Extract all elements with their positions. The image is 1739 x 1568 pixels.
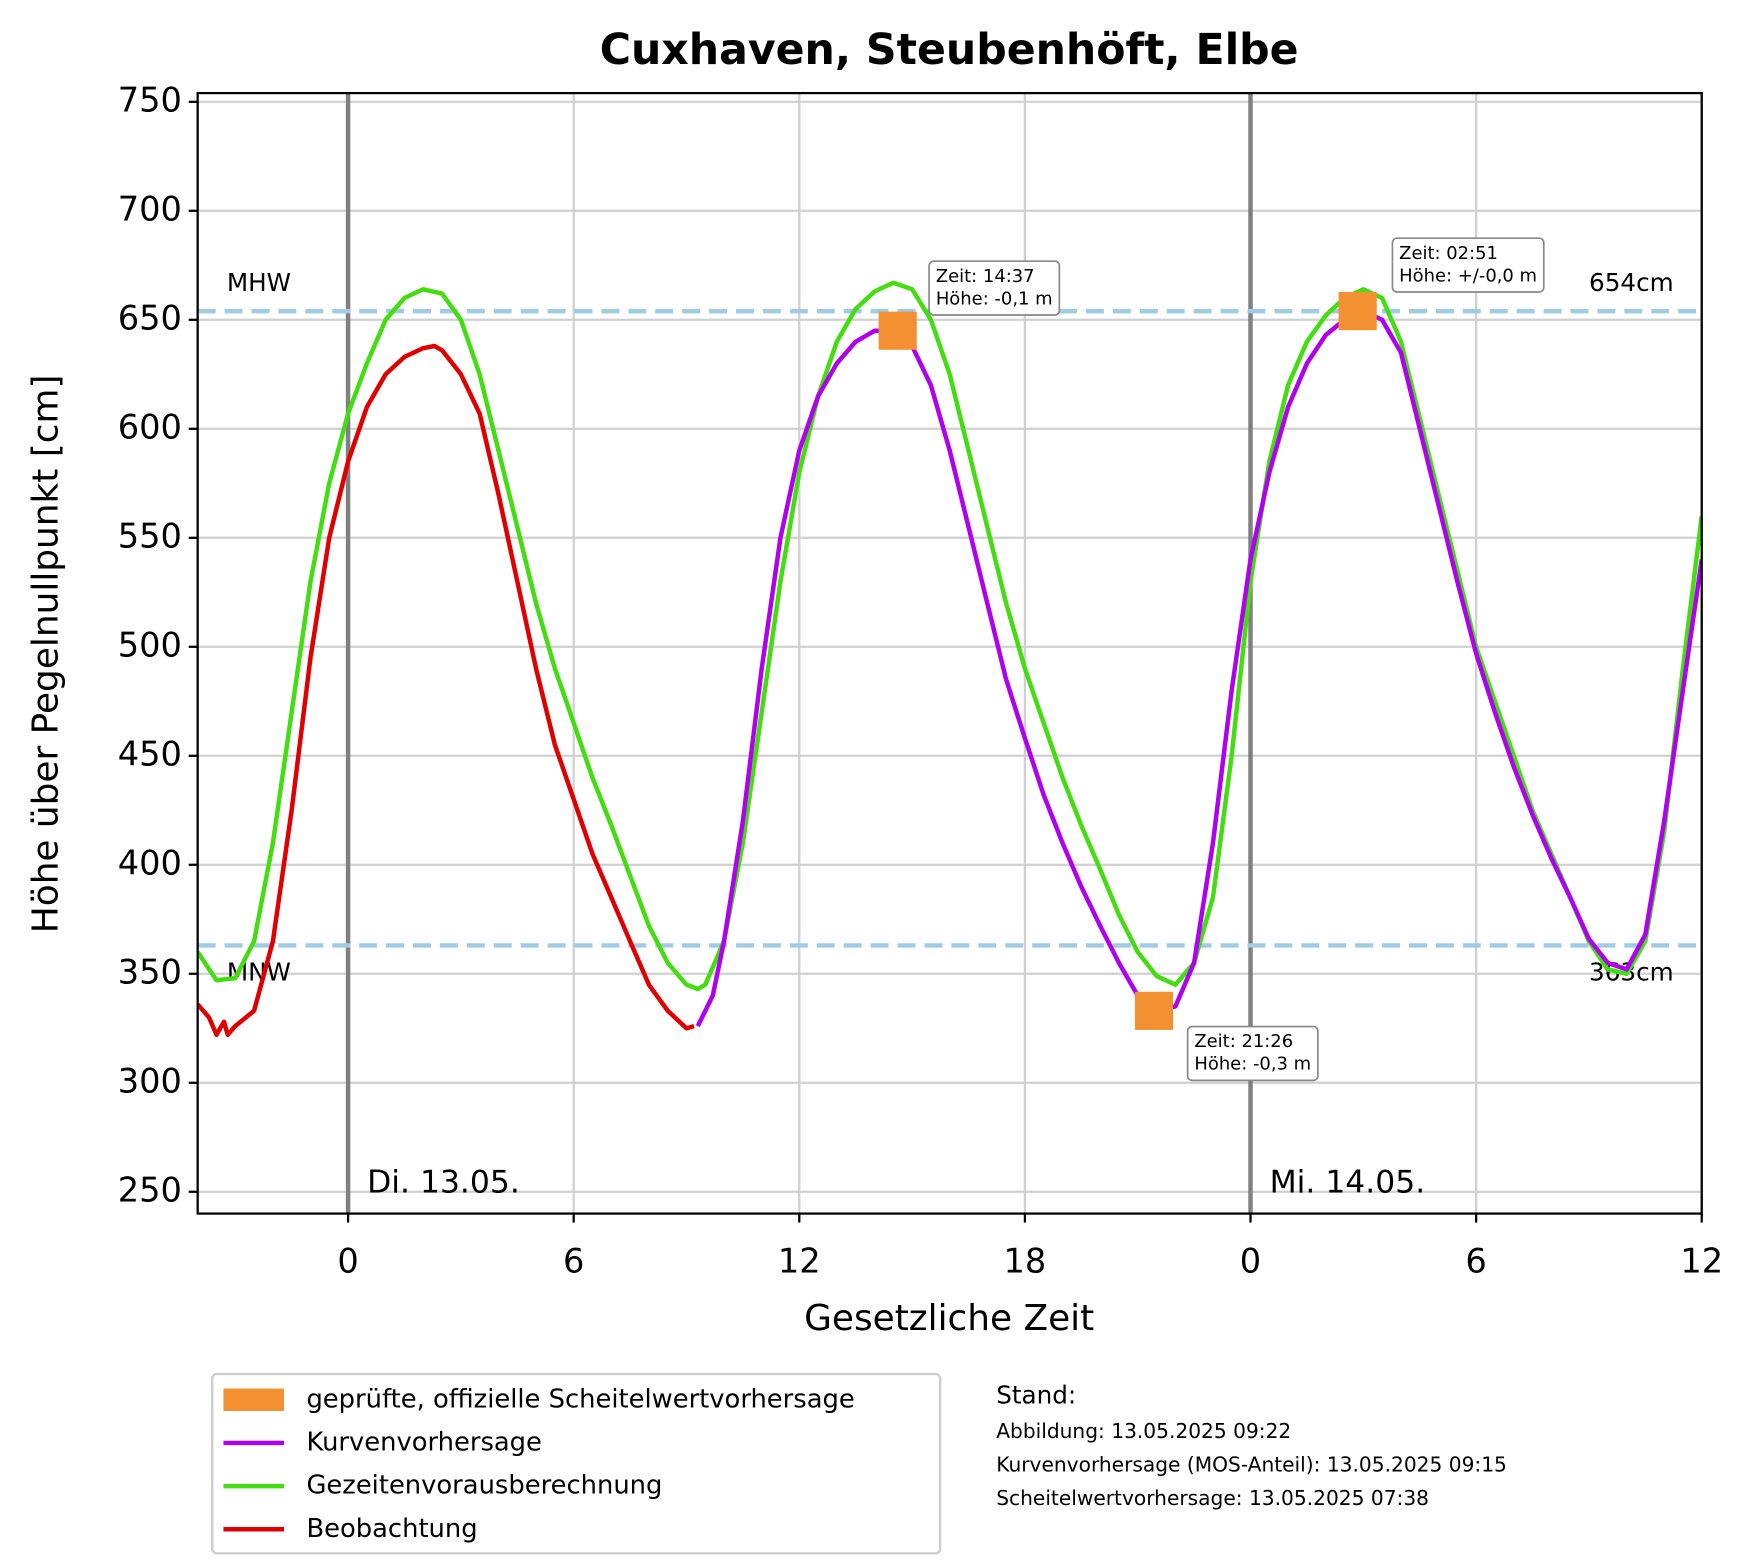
x-tick-label: 0 [337, 1241, 358, 1280]
y-tick-label: 600 [118, 407, 182, 446]
annotation-text: Zeit: 21:26 [1194, 1031, 1293, 1052]
y-tick-label: 450 [118, 734, 182, 773]
series-line [197, 280, 1702, 992]
x-axis-label: Gesetzliche Zeit [804, 1298, 1094, 1339]
series-line [197, 343, 695, 1038]
legend-swatch [223, 1388, 285, 1411]
chart-title: Cuxhaven, Steubenhöft, Elbe [600, 25, 1299, 75]
x-tick-label: 6 [563, 1241, 584, 1280]
x-tick-label: 18 [1003, 1241, 1046, 1280]
x-tick-label: 12 [1680, 1241, 1723, 1280]
annotation-text: Höhe: -0,3 m [1194, 1054, 1311, 1075]
stand-line: Scheitelwertvorhersage: 13.05.2025 07:38 [996, 1486, 1429, 1510]
y-tick-label: 250 [118, 1170, 182, 1209]
legend-label: geprüfte, offizielle Scheitelwertvorhers… [306, 1384, 854, 1414]
y-tick-label: 300 [118, 1061, 182, 1100]
stand-line: Abbildung: 13.05.2025 09:22 [996, 1419, 1291, 1443]
series-line [695, 308, 1702, 1028]
legend-label: Gezeitenvorausberechnung [306, 1471, 662, 1501]
stand-title: Stand: [996, 1380, 1076, 1409]
peak-marker [1338, 292, 1377, 331]
legend-label: Kurvenvorhersage [306, 1427, 541, 1457]
y-tick-label: 500 [118, 625, 182, 664]
y-tick-label: 550 [118, 516, 182, 555]
day-label: Mi. 14.05. [1270, 1164, 1426, 1200]
annotation-box [1186, 1025, 1319, 1082]
x-tick-label: 12 [778, 1241, 821, 1280]
y-tick-label: 750 [118, 80, 182, 119]
annotation-box [928, 260, 1061, 316]
annotation-text: Höhe: -0,1 m [936, 288, 1053, 309]
reference-value-label: 654cm [1589, 268, 1674, 297]
legend-label: Beobachtung [306, 1514, 477, 1544]
stand-line: Kurvenvorhersage (MOS-Anteil): 13.05.202… [996, 1452, 1507, 1476]
peak-marker [878, 311, 917, 350]
annotation-box [1391, 237, 1545, 293]
y-tick-label: 700 [118, 189, 182, 228]
annotation-text: Zeit: 02:51 [1399, 243, 1498, 264]
peak-marker [1134, 991, 1174, 1030]
y-tick-label: 350 [118, 952, 182, 991]
x-tick-label: 6 [1465, 1241, 1486, 1280]
y-tick-label: 650 [118, 298, 182, 337]
plot-area [197, 280, 1702, 1038]
plot-frame [196, 91, 1703, 1215]
legend-box [211, 1372, 942, 1555]
annotation-text: Höhe: +/-0,0 m [1399, 265, 1537, 286]
x-tick-label: 0 [1240, 1241, 1261, 1280]
reference-label: MHW [227, 268, 291, 297]
y-axis-label: Höhe über Pegelnullpunkt [cm] [25, 375, 66, 934]
y-tick-label: 400 [118, 843, 182, 882]
annotation-text: Zeit: 14:37 [936, 266, 1035, 287]
day-label: Di. 13.05. [367, 1164, 520, 1200]
